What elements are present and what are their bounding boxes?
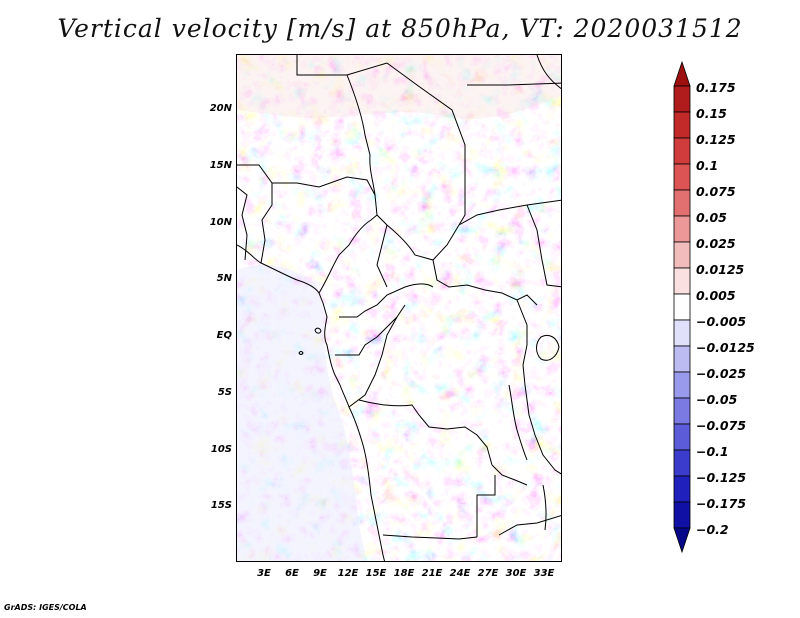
colorbar-label: 0.175 <box>696 80 736 95</box>
lat-label-10n: 10N <box>209 217 232 228</box>
colorbar-segment <box>673 85 691 113</box>
lon-label-30e: 30E <box>505 568 527 579</box>
colorbar-segment <box>673 267 691 295</box>
colorbar-label: −0.175 <box>696 496 747 511</box>
colorbar-segment <box>673 397 691 425</box>
lon-label-33e: 33E <box>533 568 555 579</box>
border-ghana-togo <box>237 186 248 261</box>
colorbar-label: 0.025 <box>696 236 736 251</box>
colorbar-label: 0.1 <box>696 158 719 173</box>
colorbar-label: −0.2 <box>696 522 729 537</box>
lat-label-15s: 15S <box>210 500 232 511</box>
lon-label-24e: 24E <box>449 568 471 579</box>
colorbar-segment <box>673 319 691 347</box>
colorbar-label: 0.05 <box>696 210 727 225</box>
border-east-lakes <box>516 299 561 475</box>
colorbar-segment <box>673 475 691 503</box>
border-cameroon-south <box>339 283 434 318</box>
colorbar-label: 0.15 <box>696 106 727 121</box>
vertical-velocity-map <box>237 55 561 561</box>
border-cameroon-car <box>376 224 388 288</box>
colorbar-label: 0.075 <box>696 184 736 199</box>
border-niger-chad <box>346 74 376 196</box>
border-sudan-south-sudan <box>526 204 561 288</box>
country-borders <box>237 55 561 561</box>
colorbar-label: −0.025 <box>696 366 747 381</box>
sahara-area <box>237 55 561 119</box>
colorbar-segment <box>673 345 691 373</box>
coastline <box>237 244 386 561</box>
lon-label-18e: 18E <box>393 568 415 579</box>
colorbar <box>673 60 691 554</box>
colorbar-label: −0.075 <box>696 418 747 433</box>
colorbar-label: −0.125 <box>696 470 747 485</box>
colorbar-label: −0.005 <box>696 314 747 329</box>
map-panel <box>236 54 562 562</box>
colorbar-segment <box>673 449 691 477</box>
colorbar-label: 0.125 <box>696 132 736 147</box>
lon-label-15e: 15E <box>365 568 387 579</box>
border-car-drc <box>432 259 538 306</box>
colorbar-label: −0.1 <box>696 444 729 459</box>
atlantic-ocean-area <box>237 265 367 561</box>
border-niger-nigeria <box>237 164 388 226</box>
colorbar-label: 0.005 <box>696 288 736 303</box>
border-benin-nigeria <box>260 183 273 264</box>
border-congo-drc <box>348 304 406 408</box>
lon-label-6e: 6E <box>285 568 299 579</box>
lat-label-5s: 5S <box>217 387 232 398</box>
lat-label-5n: 5N <box>216 273 232 284</box>
colorbar-segment <box>673 137 691 165</box>
colorbar-label: −0.0125 <box>696 340 755 355</box>
island-bioko <box>314 327 322 334</box>
border-egypt-sudan <box>467 82 561 86</box>
colorbar-max-arrow <box>673 60 691 87</box>
colorbar-segment <box>673 189 691 217</box>
lat-label-eq: EQ <box>216 330 232 341</box>
colorbar-segment <box>673 371 691 399</box>
border-angola-zambia <box>476 475 496 537</box>
border-gabon-congo <box>335 316 398 356</box>
lon-label-27e: 27E <box>477 568 499 579</box>
border-chad-car-sudan <box>386 199 561 261</box>
lake-victoria <box>536 334 560 361</box>
lake-malawi <box>542 484 547 531</box>
colorbar-label: −0.05 <box>696 392 738 407</box>
border-zambia-south <box>498 515 561 536</box>
lon-label-12e: 12E <box>337 568 359 579</box>
lat-label-10s: 10S <box>210 444 232 455</box>
colorbar-segment <box>673 423 691 451</box>
colorbar-segment <box>673 293 691 321</box>
colorbar-min-arrow <box>673 527 691 554</box>
lon-label-21e: 21E <box>421 568 443 579</box>
lake-tanganyika <box>508 384 528 461</box>
lon-label-3e: 3E <box>257 568 271 579</box>
colorbar-segment <box>673 501 691 529</box>
border-drc-angola <box>358 399 493 466</box>
border-angola-namibia <box>382 534 478 540</box>
border-drc-zambia <box>491 464 528 486</box>
border-nigeria-cameroon <box>318 214 378 294</box>
colorbar-segment <box>673 215 691 243</box>
colorbar-segment <box>673 241 691 269</box>
grads-credit: GrADS: IGES/COLA <box>4 603 87 612</box>
lon-label-9e: 9E <box>313 568 327 579</box>
border-libya-chad <box>296 55 466 226</box>
colorbar-segment <box>673 111 691 139</box>
lat-label-20n: 20N <box>209 103 232 114</box>
lat-label-15n: 15N <box>209 160 232 171</box>
island-sao-tome <box>298 351 304 355</box>
colorbar-segment <box>673 163 691 191</box>
colorbar-label: 0.0125 <box>696 262 745 277</box>
coast-red-sea <box>536 55 561 90</box>
plot-title: Vertical velocity [m/s] at 850hPa, VT: 2… <box>57 14 743 43</box>
